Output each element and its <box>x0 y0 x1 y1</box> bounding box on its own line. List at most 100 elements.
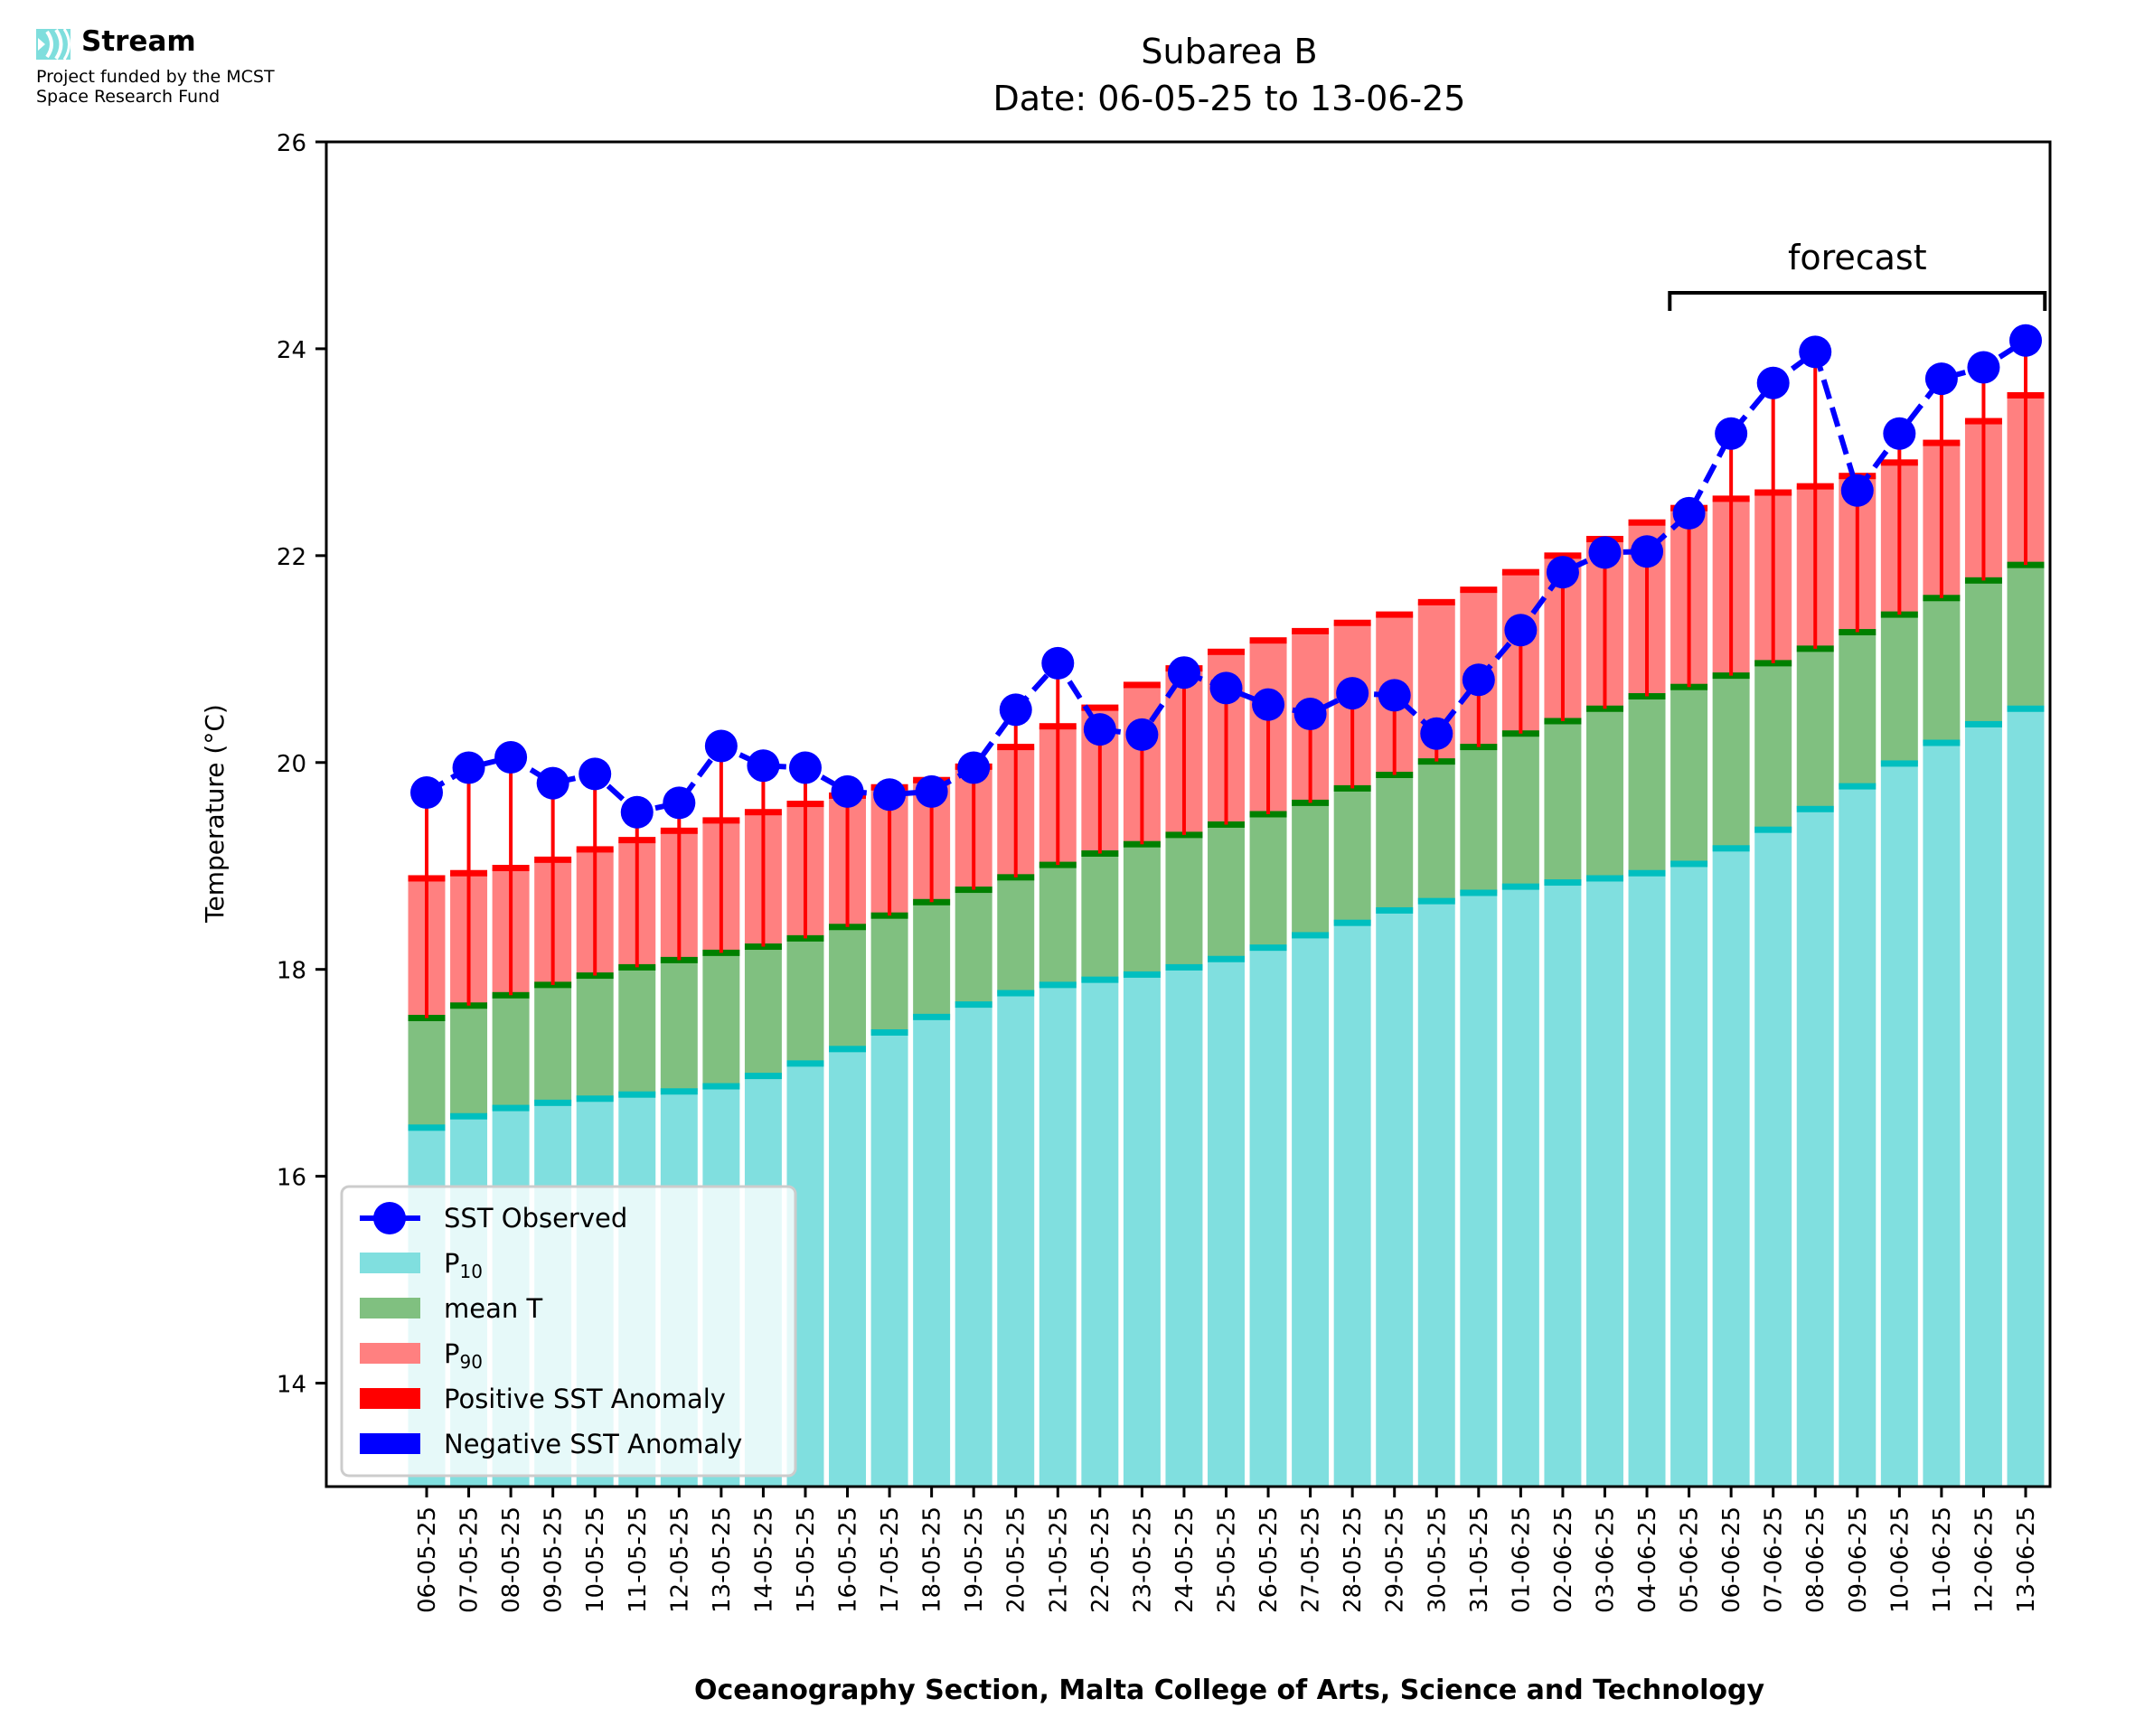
x-tick-label: 28-05-25 <box>1340 1506 1367 1613</box>
legend-label: mean T <box>444 1293 542 1324</box>
bar-mean <box>1292 802 1330 935</box>
bar-mean <box>1923 597 1961 744</box>
bar-mean <box>1544 720 1582 883</box>
bar-p10-edge <box>492 1104 530 1112</box>
sst-observed-point <box>452 751 485 784</box>
bar-p90-edge <box>1208 648 1245 655</box>
bar-p10-edge <box>1249 944 1287 952</box>
bar-p10 <box>1754 830 1792 1487</box>
bar-mean <box>744 946 782 1076</box>
x-tick-label: 03-06-25 <box>1592 1506 1619 1613</box>
bar-p10 <box>1923 743 1961 1487</box>
legend-label-subscript: 90 <box>460 1351 483 1373</box>
x-tick-label: 06-05-25 <box>414 1506 441 1613</box>
sst-observed-point <box>1083 713 1116 746</box>
sst-observed-point <box>915 774 948 808</box>
bar-mean <box>1039 865 1077 985</box>
bar-p10 <box>1460 892 1498 1487</box>
bar-p90-edge <box>1333 619 1371 626</box>
x-tick-label: 25-05-25 <box>1214 1506 1241 1613</box>
x-tick-label: 04-06-25 <box>1634 1506 1661 1613</box>
plot-frame <box>325 140 2052 1488</box>
bar-p10-edge <box>1333 919 1371 926</box>
bar-mean <box>450 1005 488 1117</box>
legend-box <box>340 1185 797 1478</box>
bar-p10-edge <box>1501 883 1539 890</box>
bar-p10-edge <box>1585 875 1623 882</box>
bar-p10 <box>1712 848 1750 1487</box>
x-tick-label: 23-05-25 <box>1129 1506 1156 1613</box>
legend-swatch <box>360 1433 420 1454</box>
x-tick-label: 30-05-25 <box>1424 1506 1451 1613</box>
bar-mean <box>1376 774 1414 911</box>
x-tick-label: 20-05-25 <box>1003 1506 1030 1613</box>
bar-p10-edge <box>955 1001 992 1009</box>
sst-observed-point <box>1504 614 1538 647</box>
sst-observed-point <box>1715 417 1748 450</box>
x-tick-label: 18-05-25 <box>919 1506 946 1613</box>
sst-observed-point <box>1883 417 1916 450</box>
legend-swatch <box>360 1298 420 1318</box>
sst-observed-point <box>620 795 654 829</box>
bar-p10 <box>1964 724 2002 1487</box>
bar-mean <box>1796 648 1834 810</box>
funding-line-1: Project funded by the MCST <box>36 67 275 87</box>
sst-observed-point <box>494 741 528 774</box>
forecast-annotation: forecast <box>1668 238 2047 311</box>
sst-observed-point <box>1378 679 1411 712</box>
sst-observed-point <box>578 757 612 791</box>
bar-p10 <box>1670 863 1708 1487</box>
bar-p10-edge <box>1292 932 1330 939</box>
x-tick-label: 09-06-25 <box>1845 1506 1872 1613</box>
logo-name: Stream <box>81 25 196 58</box>
bar-mean <box>955 889 992 1005</box>
bar-p10 <box>870 1032 908 1487</box>
bar-p10 <box>1333 923 1371 1487</box>
sst-observed-point <box>831 774 864 808</box>
bar-mean <box>576 975 614 1099</box>
bar-mean <box>1333 788 1371 924</box>
bar-mean <box>870 915 908 1033</box>
x-tick-label: 10-06-25 <box>1886 1506 1914 1613</box>
x-tick-label: 08-06-25 <box>1802 1506 1829 1613</box>
x-tick-label: 06-06-25 <box>1718 1506 1745 1613</box>
bar-p10-edge <box>1712 845 1750 852</box>
x-tick-label: 08-05-25 <box>498 1506 525 1613</box>
bar-mean <box>1628 696 1666 874</box>
bar-mean <box>1880 615 1918 764</box>
bar-mean <box>1123 844 1161 975</box>
sst-observed-point <box>957 751 991 784</box>
bar-p10-edge <box>829 1046 867 1053</box>
funding-line-2: Space Research Fund <box>36 87 221 107</box>
sst-observed-point <box>788 751 822 784</box>
sst-observed-point <box>1924 362 1958 396</box>
y-tick-label: 14 <box>277 1372 306 1399</box>
y-axis: 14 16 18 20 22 24 26 <box>277 130 326 1399</box>
bar-p10-edge <box>1628 869 1666 877</box>
bar-mean <box>1165 834 1203 968</box>
forecast-bracket <box>1668 291 2047 311</box>
chart-subtitle: Date: 06-05-25 to 13-06-25 <box>993 79 1466 118</box>
bar-p10-edge <box>1417 897 1455 905</box>
stream-waves-icon <box>36 28 71 61</box>
bar-mean <box>408 1018 446 1128</box>
x-tick-label: 11-05-25 <box>625 1506 652 1613</box>
legend-label: Negative SST Anomaly <box>444 1429 742 1459</box>
sst-observed-point <box>1041 646 1075 680</box>
bar-mean <box>660 960 698 1092</box>
bar-p10 <box>997 993 1035 1487</box>
bar-mean <box>1249 814 1287 948</box>
bar-p10-edge <box>1376 906 1414 914</box>
bar-p10-edge <box>1123 971 1161 978</box>
bar-mean <box>618 967 656 1095</box>
bar-p10-edge <box>534 1099 572 1106</box>
bar-p90-edge <box>1081 704 1119 711</box>
bar-mean <box>1585 708 1623 878</box>
bar-mean <box>1712 675 1750 849</box>
x-tick-label: 09-05-25 <box>541 1506 568 1613</box>
x-tick-label: 07-05-25 <box>456 1506 484 1613</box>
x-tick-label: 02-06-25 <box>1550 1506 1577 1613</box>
bar-p10 <box>1501 887 1539 1487</box>
bar-p90-edge <box>1628 519 1666 526</box>
bar-p90-edge <box>1501 568 1539 576</box>
